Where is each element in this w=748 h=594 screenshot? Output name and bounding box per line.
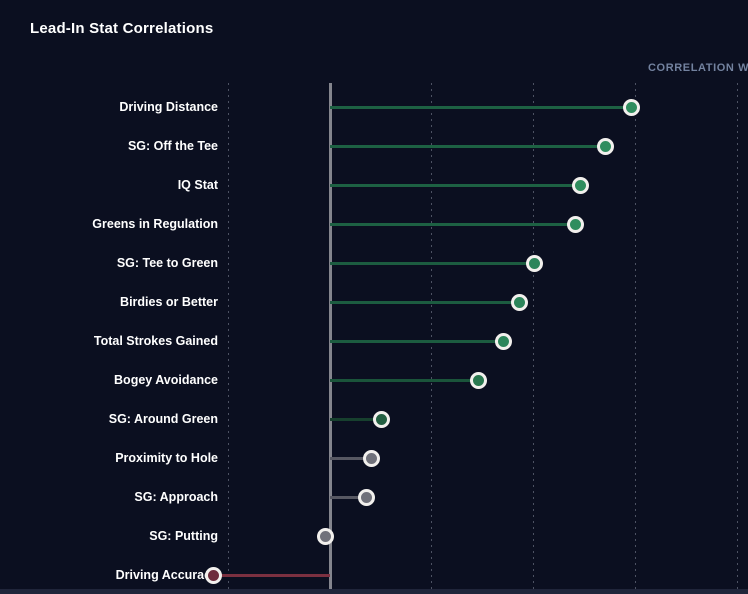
lollipop-dot[interactable] <box>566 215 584 233</box>
lollipop-dot[interactable] <box>372 410 390 428</box>
lollipop-dot[interactable] <box>596 137 614 155</box>
row-label: Driving Distance <box>119 100 218 114</box>
lollipop-dot[interactable] <box>316 527 334 545</box>
row-label: SG: Approach <box>134 490 218 504</box>
row-label: Greens in Regulation <box>92 217 218 231</box>
lollipop-line <box>330 184 580 187</box>
lollipop-line <box>330 301 519 304</box>
lollipop-line <box>330 106 631 109</box>
lollipop-line <box>330 340 503 343</box>
zero-axis-line <box>329 83 332 591</box>
row-label: SG: Off the Tee <box>127 139 218 153</box>
row-label: SG: Tee to Green <box>116 256 218 270</box>
lollipop-line <box>330 418 381 421</box>
row-label: SG: Putting <box>149 529 218 543</box>
row-label: Driving Accuracy <box>115 568 218 582</box>
lollipop-line <box>330 379 478 382</box>
lollipop-line <box>330 457 371 460</box>
lollipop-line <box>213 574 330 577</box>
lollipop-dot[interactable] <box>357 488 375 506</box>
lollipop-line <box>330 262 534 265</box>
vertical-gridline <box>533 83 534 589</box>
row-label: Proximity to Hole <box>115 451 218 465</box>
chart-title: Lead-In Stat Correlations <box>30 20 214 37</box>
row-label: Bogey Avoidance <box>114 373 218 387</box>
row-label: Total Strokes Gained <box>93 334 218 348</box>
vertical-gridline <box>431 83 432 589</box>
vertical-gridline <box>228 83 229 589</box>
lollipop-dot[interactable] <box>571 176 589 194</box>
row-label: IQ Stat <box>177 178 218 192</box>
row-label: Birdies or Better <box>120 295 218 309</box>
lollipop-dot[interactable] <box>362 449 380 467</box>
lollipop-dot[interactable] <box>525 254 543 272</box>
vertical-gridline <box>635 83 636 589</box>
lollipop-line <box>330 496 366 499</box>
lollipop-dot[interactable] <box>494 332 512 350</box>
x-axis-title: CORRELATION W <box>648 62 748 74</box>
bottom-divider <box>0 589 748 594</box>
lollipop-dot[interactable] <box>510 293 528 311</box>
row-label: SG: Around Green <box>108 412 218 426</box>
lollipop-line <box>330 223 575 226</box>
lollipop-dot[interactable] <box>622 98 640 116</box>
lollipop-dot[interactable] <box>204 566 222 584</box>
lollipop-line <box>330 145 605 148</box>
lollipop-dot[interactable] <box>469 371 487 389</box>
vertical-gridline <box>737 83 738 589</box>
